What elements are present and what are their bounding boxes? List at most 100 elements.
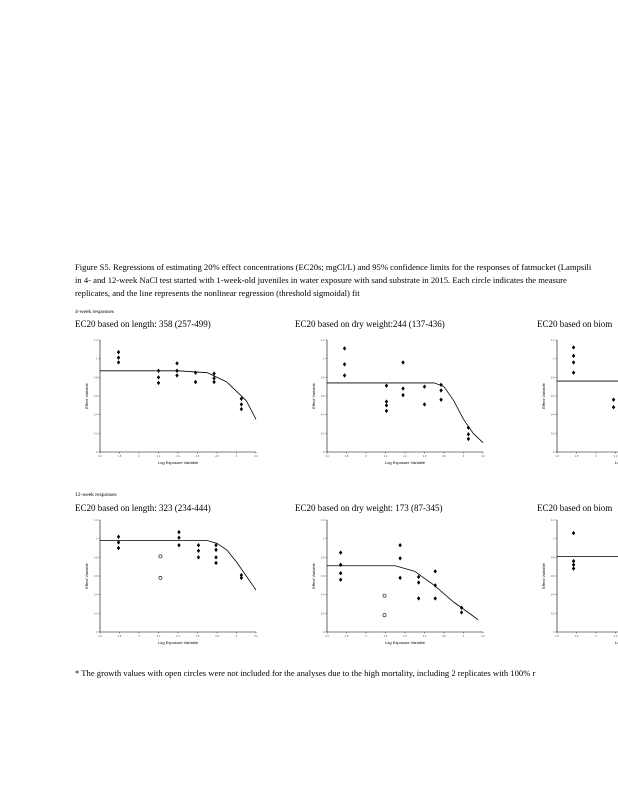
y-tick-label: 0.6 bbox=[551, 574, 555, 578]
x-axis-label: Log Exposure Variable bbox=[615, 640, 618, 645]
y-axis-label: Effect Variable bbox=[541, 382, 546, 408]
data-point bbox=[439, 388, 443, 393]
data-point bbox=[239, 406, 244, 412]
x-axis-label: Log Exposure Variable bbox=[385, 460, 426, 465]
data-point bbox=[193, 370, 198, 375]
data-point bbox=[156, 375, 161, 380]
caption-line: Figure S5. Regressions of estimating 20%… bbox=[75, 262, 592, 272]
chart-title: EC20 based on length: 358 (257-499) bbox=[75, 319, 211, 329]
data-point bbox=[116, 355, 121, 360]
y-tick-label: 0.6 bbox=[551, 394, 555, 398]
data-point bbox=[611, 405, 616, 410]
y-tick-label: 1 bbox=[96, 537, 98, 541]
open-point bbox=[382, 593, 387, 598]
y-tick-label: 0.4 bbox=[551, 413, 555, 417]
data-point bbox=[459, 610, 464, 615]
data-point bbox=[416, 574, 421, 580]
data-point bbox=[466, 425, 471, 430]
data-point bbox=[384, 399, 389, 404]
section-label: 12-week responses bbox=[75, 492, 117, 498]
x-tick-label: 3 bbox=[236, 454, 238, 458]
x-tick-label: 2.6 bbox=[423, 454, 427, 458]
data-point bbox=[116, 349, 121, 355]
chart: EC20 based on biom 0 0.2 0.4 0.6 0.8 1 1.2 1.6 1.… bbox=[537, 503, 618, 645]
fit-line bbox=[100, 540, 257, 591]
chart: EC20 based on biom 0 0.2 0.4 0.6 0.8 1 1.2 1.6 1.… bbox=[537, 319, 618, 465]
y-tick-label: 0.2 bbox=[321, 611, 325, 615]
x-tick-label: 1.8 bbox=[118, 634, 122, 638]
x-tick-label: 1.8 bbox=[345, 634, 349, 638]
y-tick-label: 0.6 bbox=[94, 574, 98, 578]
data-point bbox=[338, 577, 343, 582]
x-tick-label: 2.2 bbox=[384, 634, 388, 638]
data-point bbox=[571, 566, 576, 571]
y-tick-label: 0.6 bbox=[321, 574, 325, 578]
fit-line bbox=[327, 382, 484, 443]
x-tick-label: 1.8 bbox=[118, 454, 122, 458]
x-tick-label: 2.8 bbox=[442, 454, 446, 458]
data-point bbox=[571, 370, 576, 375]
x-tick-label: 1.8 bbox=[345, 454, 349, 458]
data-point bbox=[338, 562, 343, 567]
data-point bbox=[401, 392, 405, 398]
y-axis-label: Effect Variable bbox=[541, 562, 546, 588]
data-point bbox=[571, 558, 576, 564]
data-point bbox=[433, 596, 437, 601]
y-tick-label: 1.2 bbox=[321, 338, 325, 342]
chart-title: EC20 based on length: 323 (234-444) bbox=[75, 503, 211, 513]
y-tick-label: 1 bbox=[96, 357, 98, 361]
chart-title: EC20 based on dry weight: 173 (87-345) bbox=[295, 503, 442, 513]
x-tick-label: 2.8 bbox=[215, 634, 219, 638]
data-point bbox=[466, 432, 471, 437]
data-point bbox=[214, 560, 218, 566]
chart-title: EC20 based on dry weight:244 (137-436) bbox=[295, 319, 445, 329]
y-tick-label: 1.2 bbox=[94, 338, 98, 342]
y-axis-label: Effect Variable bbox=[84, 562, 89, 588]
x-tick-label: 2.6 bbox=[196, 634, 200, 638]
y-tick-label: 0 bbox=[323, 630, 325, 634]
data-point bbox=[439, 397, 443, 402]
y-tick-label: 0.4 bbox=[94, 413, 98, 417]
y-tick-label: 0 bbox=[96, 630, 98, 634]
x-tick-label: 2 bbox=[365, 454, 367, 458]
y-tick-label: 1.2 bbox=[321, 518, 325, 522]
y-axis-label: Effect Variable bbox=[311, 562, 316, 588]
y-tick-label: 0.4 bbox=[321, 413, 325, 417]
x-tick-label: 1.8 bbox=[575, 454, 579, 458]
data-point bbox=[196, 555, 201, 560]
x-tick-label: 2.4 bbox=[403, 454, 407, 458]
y-tick-label: 1.2 bbox=[551, 338, 555, 342]
x-tick-label: 2.6 bbox=[423, 634, 427, 638]
data-point bbox=[193, 379, 198, 385]
data-point bbox=[196, 543, 201, 548]
fit-line bbox=[100, 370, 257, 420]
data-point bbox=[422, 402, 427, 407]
x-tick-label: 2 bbox=[595, 634, 597, 638]
x-tick-label: 3.2 bbox=[481, 454, 485, 458]
y-tick-label: 0.2 bbox=[551, 611, 555, 615]
data-point bbox=[239, 575, 244, 581]
x-tick-label: 3 bbox=[463, 634, 465, 638]
y-tick-label: 1 bbox=[553, 357, 555, 361]
x-tick-label: 2.8 bbox=[215, 454, 219, 458]
y-tick-label: 0.8 bbox=[551, 375, 555, 379]
x-tick-label: 2.4 bbox=[403, 634, 407, 638]
y-tick-label: 0.6 bbox=[94, 394, 98, 398]
x-tick-label: 1.8 bbox=[575, 634, 579, 638]
data-point bbox=[422, 384, 427, 389]
x-tick-label: 2 bbox=[138, 454, 140, 458]
y-tick-label: 0.6 bbox=[321, 394, 325, 398]
chart: EC20 based on length: 323 (234-444) 0 0.2 0… bbox=[75, 503, 258, 645]
y-tick-label: 0.2 bbox=[94, 611, 98, 615]
data-point bbox=[571, 353, 576, 359]
x-tick-label: 3.2 bbox=[481, 634, 485, 638]
x-axis-label: Log Exposure Variable bbox=[158, 460, 199, 465]
y-tick-label: 0.4 bbox=[321, 593, 325, 597]
y-tick-label: 1.2 bbox=[94, 518, 98, 522]
data-point bbox=[116, 360, 121, 365]
data-point bbox=[342, 346, 347, 351]
data-point bbox=[398, 543, 402, 548]
x-tick-label: 2.4 bbox=[176, 634, 180, 638]
data-point bbox=[611, 397, 616, 402]
